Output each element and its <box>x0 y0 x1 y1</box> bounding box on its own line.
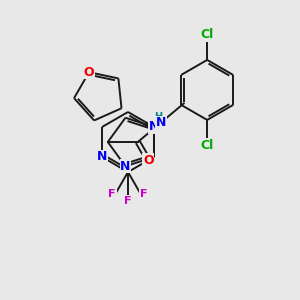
Text: N: N <box>149 121 159 134</box>
Text: N: N <box>120 160 130 173</box>
Text: F: F <box>124 196 132 206</box>
Text: H: H <box>154 112 162 122</box>
Text: F: F <box>109 189 116 199</box>
Text: N: N <box>156 116 166 129</box>
Text: F: F <box>140 189 148 199</box>
Text: O: O <box>143 154 154 167</box>
Text: Cl: Cl <box>200 28 214 41</box>
Text: O: O <box>84 66 94 79</box>
Text: N: N <box>97 151 107 164</box>
Text: Cl: Cl <box>200 139 214 152</box>
